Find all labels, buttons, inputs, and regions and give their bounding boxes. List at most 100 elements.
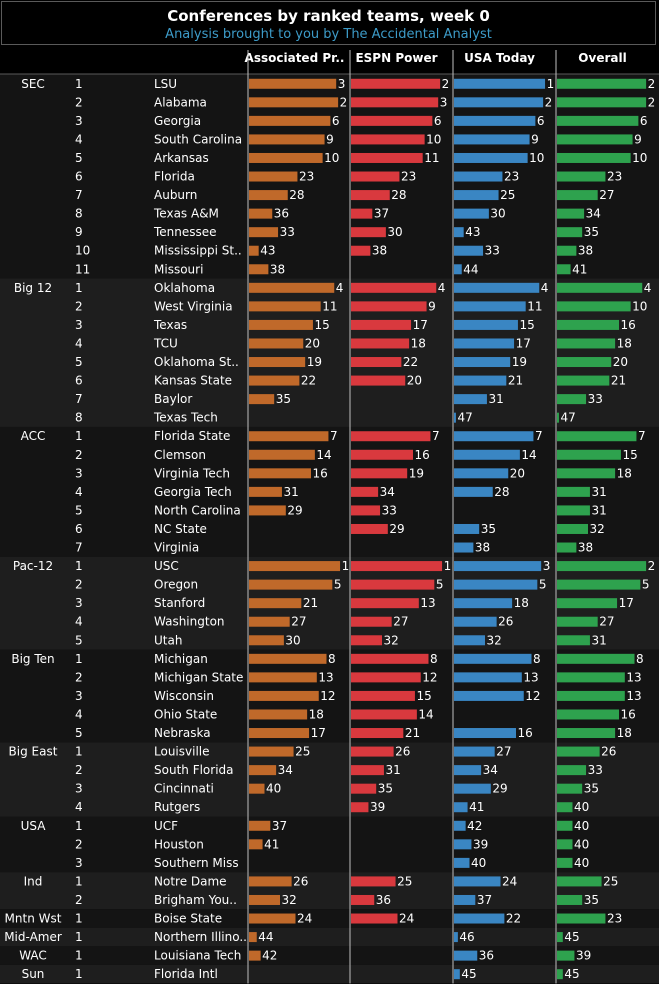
bar-ap — [249, 338, 304, 349]
bar-espn — [351, 449, 413, 460]
analyst-link[interactable]: The Accidental Analyst — [343, 27, 492, 42]
bar-ap — [249, 876, 292, 887]
team-rank-number: 2 — [75, 837, 83, 851]
bar-label-espn: 32 — [384, 633, 399, 647]
bar-espn — [351, 876, 396, 887]
bar-overall — [557, 969, 563, 980]
bar-ap — [249, 394, 275, 405]
conference-label: Sun — [22, 967, 45, 981]
bar-label-overall: 27 — [599, 615, 614, 629]
bar-usa — [454, 412, 456, 423]
bar-label-usa: 19 — [512, 355, 527, 369]
bar-label-overall: 4 — [644, 281, 652, 295]
bar-label-overall: 18 — [617, 336, 632, 350]
bar-usa — [454, 746, 495, 757]
bar-label-ap: 14 — [316, 448, 331, 462]
bar-overall — [557, 152, 631, 163]
bar-usa — [454, 152, 528, 163]
bar-label-usa: 20 — [510, 466, 525, 480]
bar-espn — [351, 134, 425, 145]
team-rank-number: 7 — [75, 541, 83, 555]
team-name: Georgia Tech — [154, 485, 232, 499]
team-name: South Carolina — [154, 132, 242, 146]
bar-label-ap: 38 — [270, 262, 285, 276]
team-name: South Florida — [154, 763, 234, 777]
team-name: TCU — [153, 336, 178, 350]
bar-usa — [454, 894, 476, 905]
bar-label-usa: 45 — [461, 967, 476, 981]
team-name: Florida State — [154, 429, 230, 443]
bar-espn — [351, 78, 441, 89]
bar-usa — [454, 394, 487, 405]
bar-label-espn: 9 — [428, 299, 436, 313]
bar-espn — [351, 431, 431, 442]
bar-label-usa: 32 — [487, 633, 502, 647]
bar-overall — [557, 282, 643, 293]
conference-label: USA — [21, 819, 47, 833]
bar-espn — [351, 190, 390, 201]
team-name: LSU — [154, 77, 177, 91]
bar-label-usa: 46 — [459, 930, 474, 944]
team-rank-number: 4 — [75, 707, 83, 721]
team-name: Boise State — [154, 912, 222, 926]
conference-band — [0, 946, 659, 965]
bar-label-ap: 44 — [258, 930, 273, 944]
team-rank-number: 5 — [75, 503, 83, 517]
team-name: Brigham You.. — [154, 893, 237, 907]
bar-ap — [249, 190, 288, 201]
bar-label-usa: 17 — [516, 336, 531, 350]
bar-label-ap: 37 — [272, 819, 287, 833]
bar-usa — [454, 301, 526, 312]
bar-label-ap: 2 — [340, 95, 348, 109]
bar-overall — [557, 171, 606, 182]
conference-band — [0, 649, 659, 743]
team-rank-number: 3 — [75, 782, 83, 796]
bar-label-overall: 25 — [603, 874, 618, 888]
bar-label-ap: 31 — [283, 485, 298, 499]
bar-label-overall: 47 — [560, 411, 575, 425]
bar-label-espn: 26 — [395, 745, 410, 759]
bar-overall — [557, 820, 573, 831]
bar-overall — [557, 894, 583, 905]
conference-label: Big 12 — [14, 281, 52, 295]
bar-espn — [351, 709, 417, 720]
bar-label-espn: 16 — [415, 448, 430, 462]
team-name: Auburn — [154, 188, 197, 202]
bar-espn — [351, 746, 394, 757]
bar-usa — [454, 338, 515, 349]
bar-label-ap: 16 — [313, 466, 328, 480]
bar-label-usa: 42 — [467, 819, 482, 833]
bar-usa — [454, 208, 489, 219]
bar-label-usa: 31 — [488, 392, 503, 406]
bar-ap — [249, 134, 325, 145]
bar-espn — [351, 894, 375, 905]
bar-overall — [557, 635, 590, 646]
bar-ap — [249, 690, 319, 701]
bar-label-espn: 12 — [422, 670, 437, 684]
bar-usa — [454, 561, 542, 572]
team-name: Florida Intl — [154, 967, 218, 981]
team-name: Alabama — [154, 95, 207, 109]
team-rank-number: 6 — [75, 374, 83, 388]
bar-label-espn: 13 — [420, 596, 435, 610]
bar-overall — [557, 783, 583, 794]
bar-label-overall: 6 — [640, 114, 648, 128]
bar-overall — [557, 97, 647, 108]
bar-label-ap: 36 — [274, 207, 289, 221]
bar-label-overall: 2 — [648, 95, 656, 109]
team-rank-number: 1 — [75, 949, 83, 963]
team-name: Oklahoma — [154, 281, 215, 295]
bar-label-usa: 43 — [465, 225, 480, 239]
bar-label-espn: 30 — [387, 225, 402, 239]
team-rank-number: 1 — [75, 281, 83, 295]
bar-ap — [249, 839, 263, 850]
team-name: Northern Illino.. — [154, 930, 247, 944]
bar-ap — [249, 357, 306, 368]
bar-overall — [557, 357, 612, 368]
bar-label-usa: 6 — [537, 114, 545, 128]
team-rank-number: 3 — [75, 318, 83, 332]
bar-label-overall: 31 — [591, 485, 606, 499]
bar-ap — [249, 913, 296, 924]
bar-espn — [351, 579, 435, 590]
bar-usa — [454, 932, 458, 943]
